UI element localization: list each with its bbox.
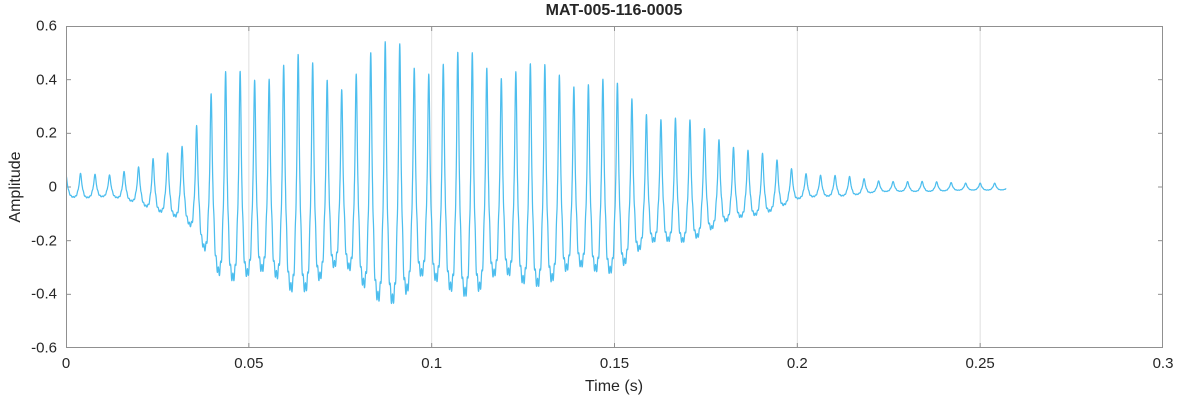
y-tick-label: -0.6 bbox=[31, 339, 57, 357]
x-tick-label: 0.1 bbox=[421, 355, 443, 372]
y-tick-label: -0.4 bbox=[31, 285, 57, 303]
plot-area: 0 0.05 0.1 0.15 0.2 0.25 0.3 0.6 0.4 0.2… bbox=[31, 18, 1173, 373]
x-tick-label: 0.05 bbox=[234, 355, 264, 372]
y-tick-label: 0 bbox=[48, 178, 57, 196]
y-tick-label: 0.2 bbox=[36, 124, 57, 142]
y-tick-label: 0.6 bbox=[36, 17, 57, 35]
waveform-plot-canvas bbox=[66, 26, 1163, 348]
chart-title: MAT-005-116-0005 bbox=[545, 2, 683, 19]
waveform-line bbox=[66, 41, 1007, 305]
x-tick-label: 0.2 bbox=[786, 355, 808, 372]
y-tick-label: -0.2 bbox=[31, 232, 57, 250]
x-tick-label: 0 bbox=[61, 355, 71, 372]
y-tick-label: 0.4 bbox=[36, 71, 57, 89]
x-tick-label: 0.15 bbox=[599, 355, 630, 372]
x-tick-label: 0.3 bbox=[1152, 355, 1174, 372]
x-tick-label: 0.25 bbox=[965, 355, 995, 372]
x-axis-label: Time (s) bbox=[584, 378, 644, 395]
axes-box bbox=[66, 26, 1163, 348]
y-axis-label: Amplitude bbox=[7, 151, 24, 223]
